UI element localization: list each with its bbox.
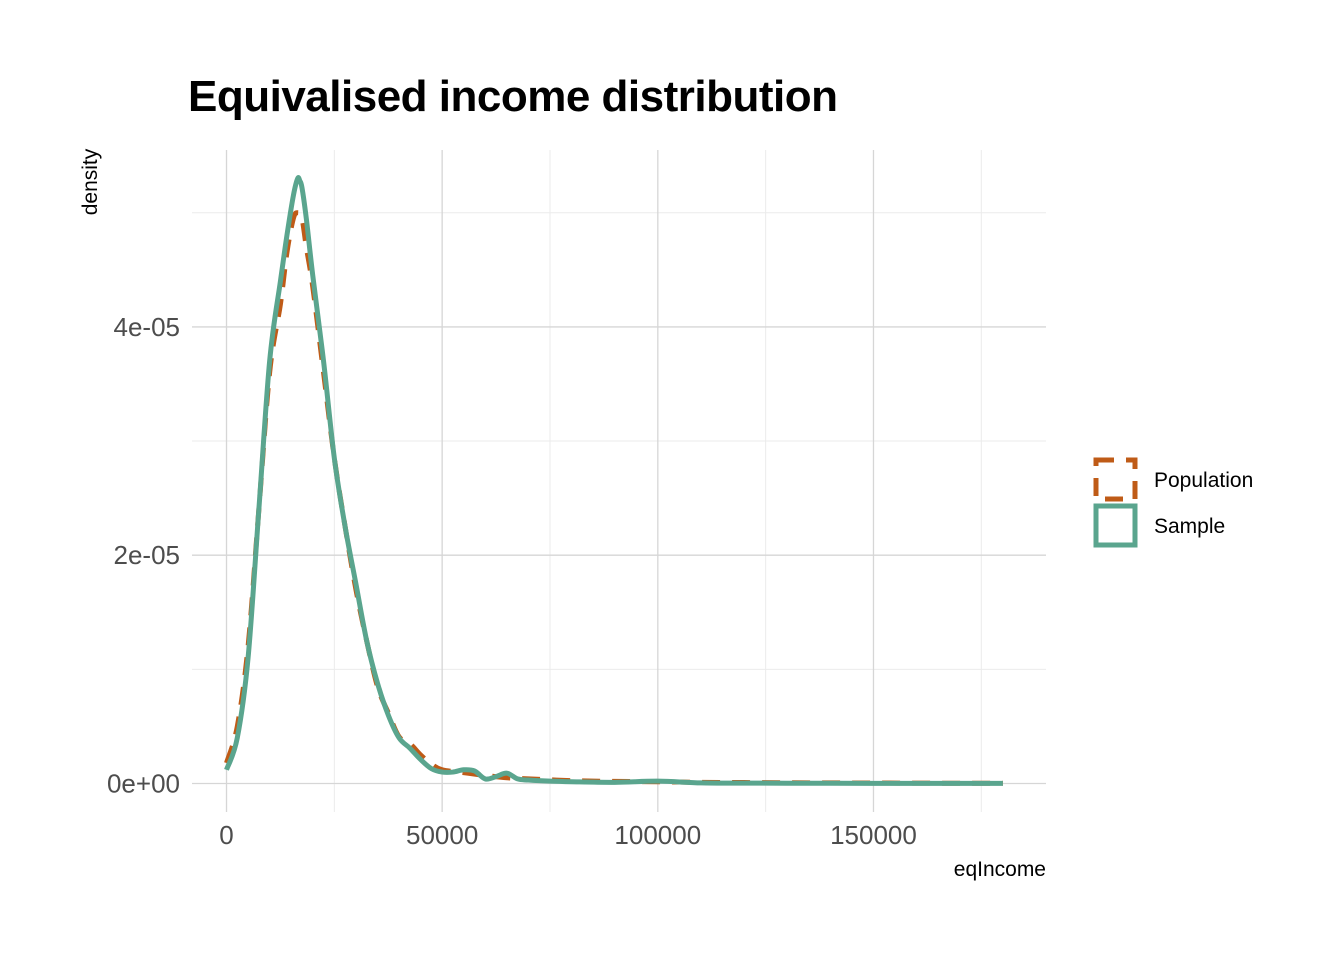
y-tick-label: 2e-05 — [114, 540, 181, 570]
chart-title: Equivalised income distribution — [188, 72, 838, 121]
x-tick-label: 150000 — [830, 820, 917, 850]
legend: Population Sample — [1093, 457, 1253, 548]
y-tick-label: 0e+00 — [107, 768, 180, 798]
x-axis-ticks: 0 50000 100000 150000 — [219, 820, 917, 850]
x-axis-title: eqIncome — [954, 858, 1046, 881]
y-axis-ticks: 0e+00 2e-05 4e-05 — [107, 312, 180, 799]
legend-key-population — [1093, 457, 1138, 502]
y-axis-title: density — [79, 148, 102, 215]
legend-key-sample — [1093, 503, 1138, 548]
grid-lines — [192, 150, 1046, 812]
series-line-population — [224, 210, 1003, 786]
series-line-sample — [224, 175, 1003, 786]
x-tick-label: 100000 — [614, 820, 701, 850]
y-tick-label: 4e-05 — [114, 312, 181, 342]
legend-label-population: Population — [1154, 469, 1253, 492]
x-tick-label: 0 — [219, 820, 233, 850]
series-lines — [224, 175, 1003, 786]
legend-label-sample: Sample — [1154, 515, 1225, 538]
x-tick-label: 50000 — [406, 820, 478, 850]
